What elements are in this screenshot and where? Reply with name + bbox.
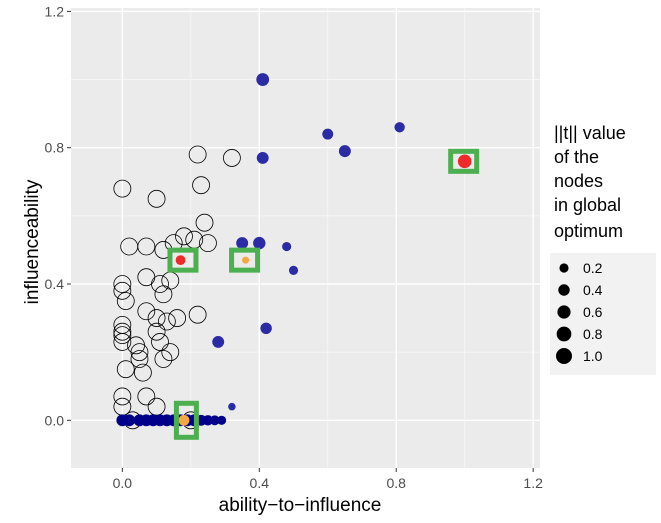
highlight-box [167, 247, 199, 273]
orange-point [242, 256, 250, 264]
open-circle-point [133, 363, 152, 382]
y-tick-label: 1.2 [45, 3, 65, 19]
open-circle-point [222, 149, 241, 167]
blue-point [282, 241, 292, 252]
open-circle-point [113, 281, 132, 300]
legend-title-line-3: nodes [554, 171, 603, 191]
open-circle-point [157, 312, 176, 331]
blue-point [253, 236, 266, 250]
open-circle-point [188, 305, 207, 324]
legend-title-line-1: ||t|| value [554, 123, 626, 143]
legend-key-circle [559, 263, 569, 273]
open-circle-point [127, 336, 145, 355]
open-circle-point [195, 213, 214, 232]
legend-title-line-5: optimum [554, 221, 623, 241]
open-circle-point [147, 189, 166, 208]
y-axis-title: influenceability [22, 179, 43, 304]
x-tick-label: 0.4 [250, 475, 270, 491]
x-tick-label: 0.8 [386, 475, 406, 491]
open-circle-point [147, 397, 166, 416]
x-tick-label: 0.0 [113, 475, 133, 491]
blue-point-series [212, 73, 405, 411]
open-circle-point [168, 309, 187, 327]
blue-point [322, 128, 334, 140]
open-circle-point [175, 227, 193, 246]
legend-title-line-4: in global [554, 195, 621, 215]
open-circle-point [137, 387, 156, 406]
legend-key-circle [556, 326, 572, 342]
blue-point [228, 402, 236, 411]
legend-key-circle [557, 305, 571, 319]
y-tick-label: 0.4 [45, 276, 65, 292]
blue-point [256, 151, 269, 164]
open-circle-point [188, 145, 207, 164]
legend-key-label: 0.8 [583, 326, 603, 342]
open-circle-point [147, 309, 166, 327]
blue-point [212, 335, 225, 348]
blue-point [288, 265, 299, 275]
blue-point [394, 122, 405, 133]
open-circle-point [154, 350, 173, 368]
x-axis-title: ability−to−influence [219, 495, 382, 516]
highlight-box [173, 400, 199, 440]
highlight-box [448, 148, 480, 174]
open-circle-point [137, 302, 156, 321]
open-circle-point [151, 333, 169, 351]
open-circle-point [199, 234, 217, 253]
open-circle-point [113, 322, 132, 341]
baseline-point [202, 415, 214, 426]
open-circle-point [147, 322, 166, 341]
open-circle-point [113, 179, 132, 198]
highlight-boxes [167, 148, 480, 440]
legend: ||t|| value of the nodes in global optim… [550, 123, 656, 375]
legend-key-label: 0.4 [583, 282, 603, 298]
orange-point-series [178, 256, 250, 426]
open-circle-point [113, 387, 132, 406]
plot-panel [71, 8, 540, 468]
open-circle-point [161, 343, 180, 362]
red-point [175, 255, 186, 266]
orange-point [178, 414, 190, 426]
y-tick-label: 0.0 [45, 412, 65, 428]
blue-point [256, 73, 270, 86]
open-circle-point [113, 333, 132, 351]
legend-key-circle [556, 348, 572, 364]
red-point [457, 154, 472, 169]
blue-point [260, 322, 272, 335]
red-point-series [175, 154, 472, 266]
baseline-point [209, 415, 220, 426]
y-tick-label: 0.8 [45, 140, 65, 156]
open-circle-point [113, 275, 132, 293]
legend-key-label: 0.6 [583, 304, 603, 320]
highlight-box [229, 247, 261, 273]
open-circle-point [116, 292, 135, 310]
blue-point [338, 145, 351, 158]
baseline-point-series [116, 414, 227, 427]
open-circle-point [137, 237, 156, 256]
open-circle-point [154, 285, 173, 304]
blue-point [236, 237, 249, 250]
legend-key-label: 1.0 [583, 348, 603, 364]
baseline-point [217, 415, 227, 425]
legend-title-line-2: of the [554, 147, 599, 167]
legend-key-label: 0.2 [583, 260, 603, 276]
open-circle-point [113, 326, 132, 345]
open-circle-point [151, 275, 169, 293]
legend-key-circle [558, 284, 570, 296]
x-tick-label: 1.2 [523, 475, 543, 491]
open-circle-point [192, 176, 210, 195]
open-circle-point [130, 350, 149, 368]
baseline-point [123, 414, 136, 427]
open-circle-point [116, 360, 135, 379]
axis-ticks: 0.0 0.4 0.8 1.2 0.0 0.4 0.8 1.2 [45, 3, 544, 491]
